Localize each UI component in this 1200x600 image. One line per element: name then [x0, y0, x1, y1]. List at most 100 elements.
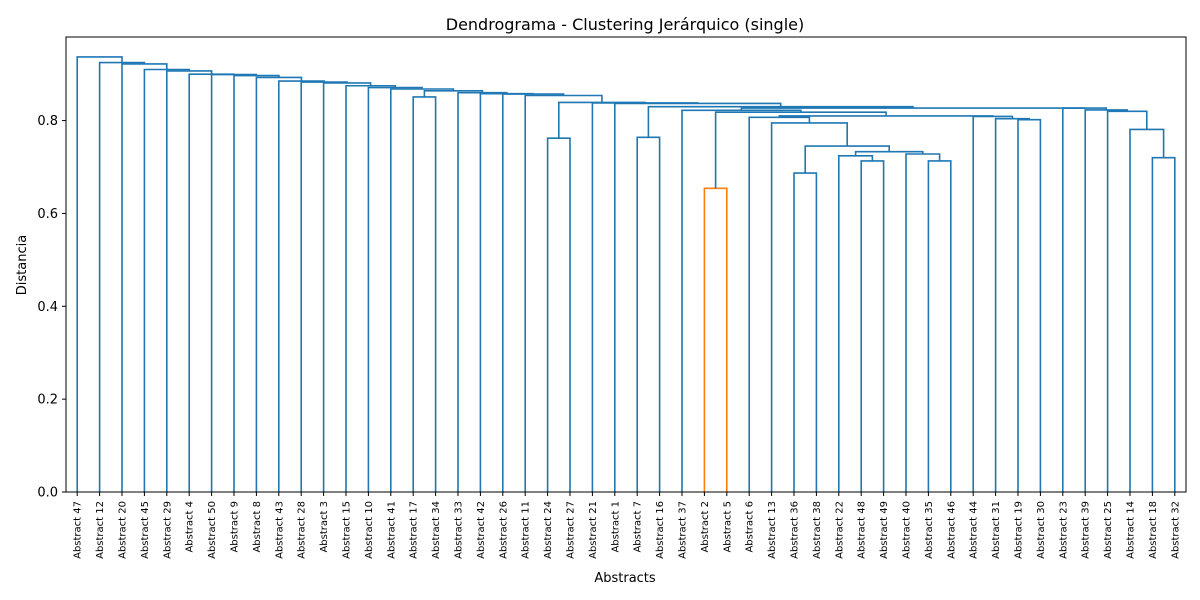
leaf-label-abstract-30: Abstract 30	[1036, 501, 1047, 559]
leaf-label-abstract-18: Abstract 18	[1148, 501, 1159, 559]
leaf-label-abstract-6: Abstract 6	[745, 501, 756, 553]
leaf-label-abstract-36: Abstract 36	[790, 501, 801, 559]
y-tick-label: 0.0	[37, 486, 58, 501]
dendrogram-link-m3	[927, 160, 952, 492]
dendrogram-link-m20	[1106, 110, 1148, 492]
dendrogram-link-m5	[1151, 156, 1176, 492]
leaf-label-abstract-41: Abstract 41	[386, 501, 397, 559]
leaf-label-abstract-11: Abstract 11	[521, 501, 532, 559]
dendrogram-link-m41	[255, 76, 303, 492]
dendrogram-link-m32	[479, 92, 534, 492]
dendrogram-link-m26	[614, 102, 782, 492]
leaf-label-abstract-10: Abstract 10	[364, 501, 375, 559]
dendrogram-link-m34	[423, 90, 484, 97]
dendrogram-link-m13	[770, 122, 848, 492]
chart-title: Dendrograma - Clustering Jerárquico (sin…	[446, 15, 804, 34]
leaf-label-abstract-2: Abstract 2	[700, 501, 711, 553]
dendrogram-link-m2	[793, 172, 818, 492]
leaf-label-abstract-32: Abstract 32	[1170, 501, 1181, 559]
leaf-label-abstract-50: Abstract 50	[207, 501, 218, 559]
leaf-label-abstract-34: Abstract 34	[431, 501, 442, 559]
leaf-label-abstract-1: Abstract 1	[610, 501, 621, 553]
leaf-label-abstract-44: Abstract 44	[969, 501, 980, 559]
dendrogram-link-m10	[546, 137, 571, 492]
y-axis-label: Distancia	[15, 235, 30, 295]
dendrogram-link-m30	[524, 94, 603, 492]
leaf-label-abstract-35: Abstract 35	[924, 501, 935, 559]
dendrogram-link-m9	[804, 145, 890, 174]
leaf-label-abstract-24: Abstract 24	[543, 501, 554, 559]
leaf-label-abstract-15: Abstract 15	[342, 501, 353, 559]
leaf-label-abstract-16: Abstract 16	[655, 501, 666, 559]
leaf-label-abstract-9: Abstract 9	[230, 501, 241, 553]
dendrogram-link-m38	[322, 82, 372, 492]
y-axis: 0.0 0.2 0.4 0.6 0.8	[37, 114, 66, 501]
dendrogram-link-m11	[636, 136, 661, 492]
leaf-label-abstract-40: Abstract 40	[902, 501, 913, 559]
dendrogram-link-m35	[390, 88, 455, 492]
leaf-label-abstract-27: Abstract 27	[566, 501, 577, 559]
dendrogram-link-m24	[740, 107, 1085, 111]
leaf-label-abstract-33: Abstract 33	[454, 501, 465, 559]
leaf-label-abstract-4: Abstract 4	[185, 501, 196, 553]
leaf-label-abstract-48: Abstract 48	[857, 501, 868, 559]
leaf-label-abstract-42: Abstract 42	[476, 501, 487, 559]
dendrogram-link-m37	[345, 84, 397, 492]
dendrogram-link-m1	[703, 187, 728, 492]
dendrogram-link-m25	[647, 105, 914, 138]
leaf-label-abstract-38: Abstract 38	[812, 501, 823, 559]
y-tick-label: 0.8	[37, 114, 58, 129]
leaf-label-abstract-28: Abstract 28	[297, 501, 308, 559]
dendrogram-link-m45	[166, 70, 213, 492]
leaf-label-abstract-26: Abstract 26	[498, 501, 509, 559]
dendrogram-link-m28	[558, 101, 646, 139]
dendrogram-link-m33	[457, 91, 508, 492]
dendrogram-link-m8	[854, 150, 924, 156]
leaf-label-abstract-22: Abstract 22	[834, 501, 845, 559]
leaf-label-abstract-19: Abstract 19	[1014, 501, 1025, 559]
dendrogram-link-m18	[778, 115, 994, 118]
leaf-label-abstract-17: Abstract 17	[409, 501, 420, 559]
dendrogram-link-m6	[838, 155, 874, 492]
dendrogram-link-m29	[412, 96, 437, 492]
dendrogram-link-m15	[994, 117, 1030, 492]
leaf-label-abstract-20: Abstract 20	[118, 501, 129, 559]
dendrogram-link-m12	[1129, 128, 1165, 492]
leaf-label-abstract-25: Abstract 25	[1103, 501, 1114, 559]
leaf-label-abstract-13: Abstract 13	[767, 501, 778, 559]
leaf-label-abstract-14: Abstract 14	[1126, 501, 1137, 559]
leaf-label-abstract-39: Abstract 39	[1081, 501, 1092, 559]
dendrogram-link-m22	[1084, 109, 1128, 492]
y-tick-label: 0.4	[37, 300, 58, 315]
dendrogram-link-m17	[972, 115, 1014, 492]
leaf-label-abstract-49: Abstract 49	[879, 501, 890, 559]
dendrogram-link-m36	[367, 86, 423, 492]
leaf-label-abstract-29: Abstract 29	[162, 501, 173, 559]
leaf-label-abstract-21: Abstract 21	[588, 501, 599, 559]
y-tick-label: 0.2	[37, 393, 58, 408]
plot-frame	[65, 36, 1187, 493]
dendrogram-link-m49	[76, 56, 123, 492]
leaf-label-abstract-43: Abstract 43	[274, 501, 285, 559]
leaf-label-abstract-23: Abstract 23	[1058, 501, 1069, 559]
leaf-label-abstract-47: Abstract 47	[73, 501, 84, 559]
leaf-label-abstract-31: Abstract 31	[991, 501, 1002, 559]
leaf-label-abstract-45: Abstract 45	[140, 501, 151, 559]
x-axis: Abstract 47 Abstract 12 Abstract 20 Abstrac…	[73, 492, 1181, 559]
dendrogram-links	[76, 56, 1176, 492]
leaf-label-abstract-46: Abstract 46	[946, 501, 957, 559]
dendrogram-link-m21	[681, 109, 802, 492]
leaf-label-abstract-37: Abstract 37	[678, 501, 689, 559]
dendrogram-link-m4	[860, 160, 885, 492]
dendrogram-link-m7	[905, 153, 941, 492]
dendrogram-link-m14	[1017, 118, 1042, 492]
leaf-label-abstract-5: Abstract 5	[722, 501, 733, 553]
leaf-label-abstract-3: Abstract 3	[319, 501, 330, 553]
y-tick-label: 0.6	[37, 207, 58, 222]
dendrogram-link-m31	[502, 93, 565, 492]
leaf-label-abstract-7: Abstract 7	[633, 501, 644, 553]
leaf-label-abstract-12: Abstract 12	[95, 501, 106, 559]
x-axis-label: Abstracts	[594, 571, 656, 586]
dendrogram-link-m44	[188, 73, 235, 492]
